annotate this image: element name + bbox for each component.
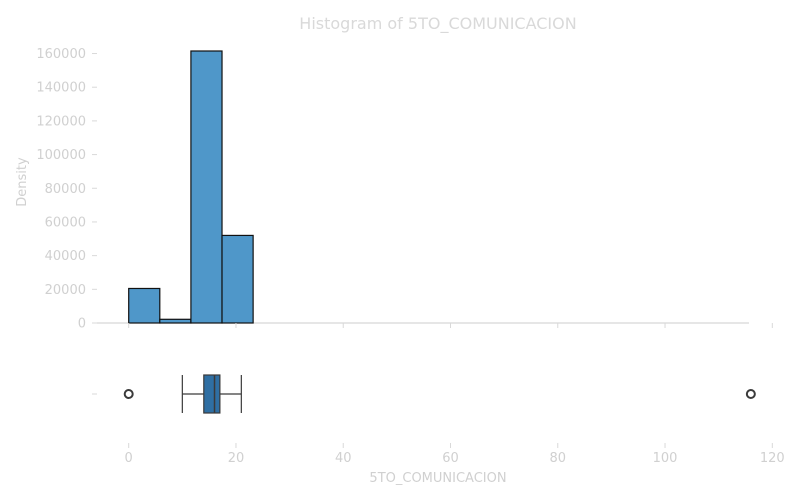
y-tick-label: 60000 bbox=[45, 215, 86, 230]
y-tick-label: 80000 bbox=[45, 182, 86, 197]
box-outlier bbox=[123, 389, 134, 399]
y-tick-label: 40000 bbox=[45, 249, 86, 264]
box-outlier bbox=[745, 389, 756, 399]
x-axis-title: 5TO_COMUNICACION bbox=[369, 471, 506, 486]
x-tick-label: 0 bbox=[125, 451, 133, 466]
x-tick-label: 40 bbox=[335, 451, 352, 466]
x-tick-label: 100 bbox=[653, 451, 678, 466]
x-tick-label: 120 bbox=[760, 451, 785, 466]
y-tick-label: 20000 bbox=[45, 283, 86, 298]
box-iqr bbox=[203, 374, 221, 414]
boxplot-plot: 0 20 40 60 80 100 120 bbox=[92, 374, 785, 466]
histogram-bar bbox=[190, 50, 223, 324]
y-tick-label: 120000 bbox=[36, 114, 86, 129]
chart-title: Histogram of 5TO_COMUNICACION bbox=[299, 14, 576, 34]
x-tick-label: 60 bbox=[442, 451, 459, 466]
y-tick-label: 160000 bbox=[36, 47, 86, 62]
histogram-plot: 0 20000 40000 60000 80000 100000 120000 140000 1… bbox=[36, 47, 773, 332]
y-axis-title: Density bbox=[15, 157, 30, 207]
x-tick-label: 20 bbox=[228, 451, 245, 466]
y-tick-label: 140000 bbox=[36, 81, 86, 96]
y-tick-label: 0 bbox=[78, 317, 86, 332]
histogram-bar bbox=[128, 287, 161, 324]
x-tick-label: 80 bbox=[549, 451, 566, 466]
y-tick-label: 100000 bbox=[36, 148, 86, 163]
histogram-bar bbox=[159, 318, 192, 324]
histogram-bar bbox=[221, 234, 254, 324]
